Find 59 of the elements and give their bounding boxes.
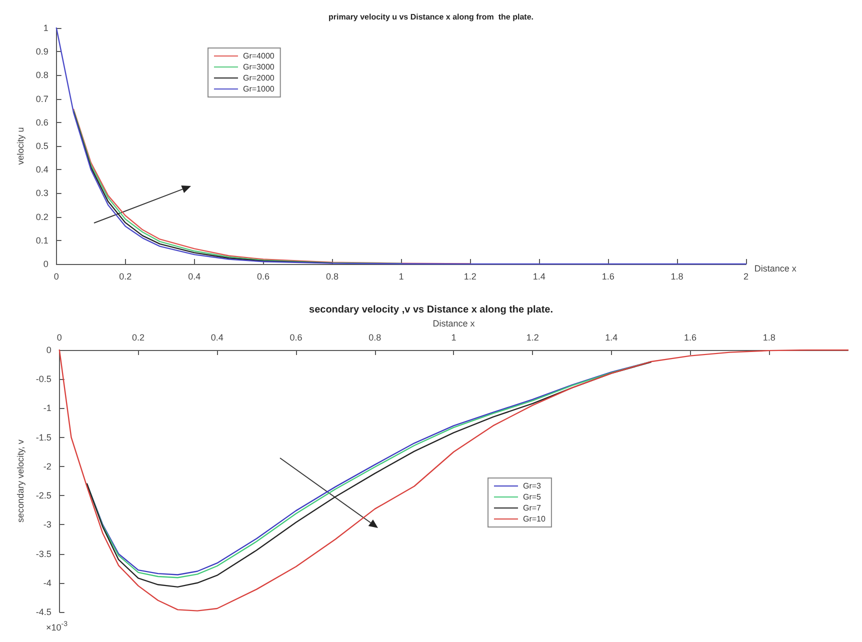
x-tick-label: 0.8 bbox=[368, 332, 382, 342]
legend-label: Gr=5 bbox=[523, 492, 542, 502]
x-tick-label: 1.4 bbox=[532, 272, 546, 282]
x-tick-label: 0.8 bbox=[326, 272, 339, 282]
y-tick-label: 0.3 bbox=[36, 188, 48, 198]
y-tick-label: 0.5 bbox=[36, 141, 48, 151]
legend-label: Gr=3000 bbox=[243, 62, 275, 72]
x-tick-label: 1 bbox=[398, 272, 404, 282]
y-tick-label: 0.1 bbox=[36, 235, 48, 246]
chart-title: primary velocity u vs Distance x along from the plate. bbox=[328, 12, 534, 22]
y-tick-label: -1 bbox=[43, 403, 52, 414]
x-tick-label: 0.2 bbox=[119, 272, 132, 282]
y-tick-label: 0.2 bbox=[36, 212, 48, 222]
line-series bbox=[58, 349, 849, 612]
x-tick-label: 1.8 bbox=[762, 332, 776, 342]
y-tick-label: -2 bbox=[43, 461, 52, 472]
x-tick-label: 1 bbox=[451, 332, 456, 342]
y-tick-label: 0 bbox=[46, 345, 52, 355]
x-tick-label: 0.6 bbox=[257, 272, 270, 282]
y-tick-label: 0 bbox=[43, 259, 48, 269]
y-tick-label: 0.6 bbox=[36, 117, 48, 128]
y-tick-label: -2.5 bbox=[36, 490, 52, 501]
y-tick-label: 0.7 bbox=[36, 94, 48, 104]
x-axis-title: Distance x bbox=[754, 264, 797, 274]
x-tick-label: 1.8 bbox=[670, 272, 684, 282]
line-series bbox=[56, 27, 747, 265]
x-tick-label: 1.6 bbox=[684, 332, 697, 342]
legend-label: Gr=2000 bbox=[243, 74, 275, 82]
legend-label: Gr=3 bbox=[523, 482, 542, 490]
x-tick-label: 1.2 bbox=[464, 272, 476, 282]
y-tick-label: 0.8 bbox=[36, 70, 48, 80]
y-tick-label: 0.9 bbox=[36, 46, 48, 57]
x-tick-label: 1.4 bbox=[605, 332, 618, 342]
line-series bbox=[73, 108, 471, 264]
x-tick-label: 1.6 bbox=[602, 272, 614, 282]
legend-label: Gr=7 bbox=[523, 504, 542, 512]
legend-label: Gr=4000 bbox=[243, 52, 275, 60]
x-tick-label: 2 bbox=[743, 272, 749, 282]
x-tick-label: 0.4 bbox=[210, 332, 224, 342]
x-tick-label: 0.6 bbox=[290, 332, 302, 342]
x-tick-label: 0 bbox=[56, 332, 62, 342]
x-tick-label: 0.2 bbox=[132, 332, 145, 342]
y-tick-label: -0.5 bbox=[36, 374, 52, 384]
y-tick-label: 0.4 bbox=[36, 164, 48, 175]
y-tick-label: -4 bbox=[43, 578, 52, 588]
y-tick-label: -4.5 bbox=[36, 607, 52, 617]
y-axis-title: secondary velocity, v bbox=[16, 439, 26, 522]
legend-label: Gr=1000 bbox=[243, 84, 275, 94]
y-tick-label: -3.5 bbox=[36, 548, 52, 559]
y-tick-label: -1.5 bbox=[36, 432, 52, 442]
x-tick-label: 0 bbox=[54, 272, 59, 282]
x-axis-title: Distance x bbox=[432, 318, 476, 329]
y-tick-label: -3 bbox=[43, 520, 52, 530]
x-tick-label: 0.4 bbox=[188, 272, 201, 282]
y-tick-label: 1 bbox=[43, 23, 48, 33]
x-tick-label: 1.2 bbox=[526, 332, 539, 342]
legend-label: Gr=10 bbox=[523, 514, 546, 524]
chart-title: secondary velocity ,v vs Distance x along the plate. bbox=[309, 304, 554, 316]
y-axis-title: velocity u bbox=[16, 127, 26, 165]
